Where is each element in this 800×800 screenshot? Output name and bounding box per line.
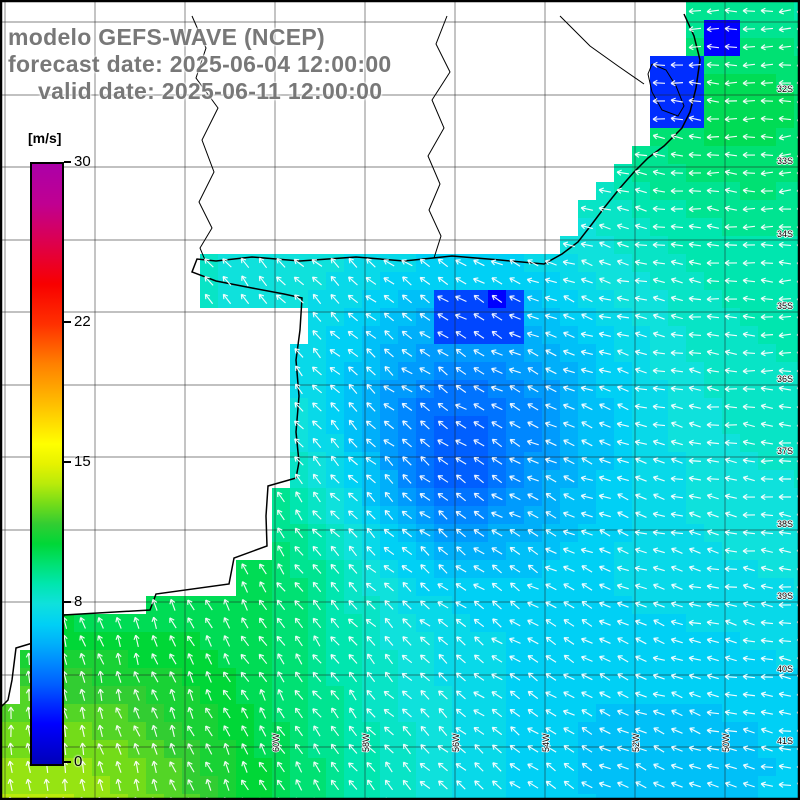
lat-label: 34S (777, 229, 793, 239)
colorbar-tick-label: 0 (74, 753, 83, 770)
colorbar-tick-mark (64, 601, 71, 603)
lat-label: 32S (777, 84, 793, 94)
lon-label: 50W (721, 733, 731, 752)
lon-label: 60W (271, 733, 281, 752)
colorbar-tick-label: 8 (74, 593, 83, 610)
lat-label: 33S (777, 156, 793, 166)
lon-label: 58W (361, 733, 371, 752)
coastline (0, 13, 701, 709)
country-border (559, 15, 645, 85)
graticule-labels: 32S 33S 34S 35S 36S 37S 38S 39S 40S 41S 60W 58W 56W 5… (270, 83, 794, 753)
lat-label: 40S (777, 664, 793, 674)
lon-label: 56W (451, 733, 461, 752)
parana-river (191, 15, 219, 261)
lon-label: 52W (631, 733, 641, 752)
valid-date: valid date: 2025-06-11 12:00:00 (38, 78, 383, 104)
colorbar-tick-label: 15 (74, 453, 91, 470)
lat-label: 39S (777, 591, 793, 601)
lat-label: 41S (777, 736, 793, 746)
lagoon-outline (647, 63, 685, 117)
colorbar-tick-mark (64, 761, 71, 763)
colorbar-gradient (30, 162, 64, 766)
colorbar-unit-label: [m/s] (28, 130, 62, 146)
colorbar-tick-mark (64, 321, 71, 323)
colorbar-tick-label: 30 (74, 153, 91, 170)
colorbar: [m/s] 30 22 15 8 0 (26, 128, 126, 788)
model-title: modelo GEFS-WAVE (NCEP) (8, 24, 325, 50)
uruguay-river (427, 15, 451, 259)
lat-label: 38S (777, 519, 793, 529)
colorbar-tick-mark (64, 161, 71, 163)
colorbar-tick-mark (64, 461, 71, 463)
forecast-date: forecast date: 2025-06-04 12:00:00 (8, 51, 392, 77)
colorbar-tick-label: 22 (74, 313, 91, 330)
lat-label: 37S (777, 446, 793, 456)
lon-label: 54W (541, 733, 551, 752)
lat-label: 35S (777, 301, 793, 311)
lat-label: 36S (777, 374, 793, 384)
